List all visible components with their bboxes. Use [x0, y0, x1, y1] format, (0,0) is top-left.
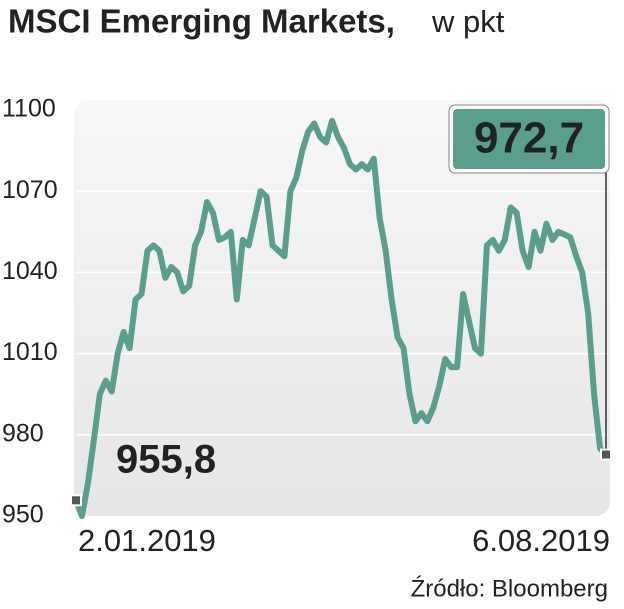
y-tick-label: 980	[2, 419, 44, 447]
label-box-inner	[453, 109, 605, 169]
y-tick-label: 1100	[2, 95, 56, 123]
y-tick-label: 950	[2, 501, 44, 529]
end-marker	[600, 448, 612, 461]
value-label: 955,8	[116, 438, 216, 482]
y-tick-label: 1040	[2, 257, 58, 285]
source: Źródło: Bloomberg	[411, 575, 608, 602]
line	[73, 117, 609, 519]
y-tick-label: 1010	[2, 338, 58, 366]
y-tick-label: 1070	[2, 176, 58, 204]
chart-subtitle: w pkt	[431, 4, 505, 39]
chart-title: MSCI Emerging Markets,	[8, 3, 395, 40]
value-label: 972,7	[474, 114, 584, 163]
x-tick-label: 6.08.2019	[472, 523, 610, 558]
end-marker	[70, 494, 82, 507]
x-tick-label: 2.01.2019	[78, 523, 216, 558]
